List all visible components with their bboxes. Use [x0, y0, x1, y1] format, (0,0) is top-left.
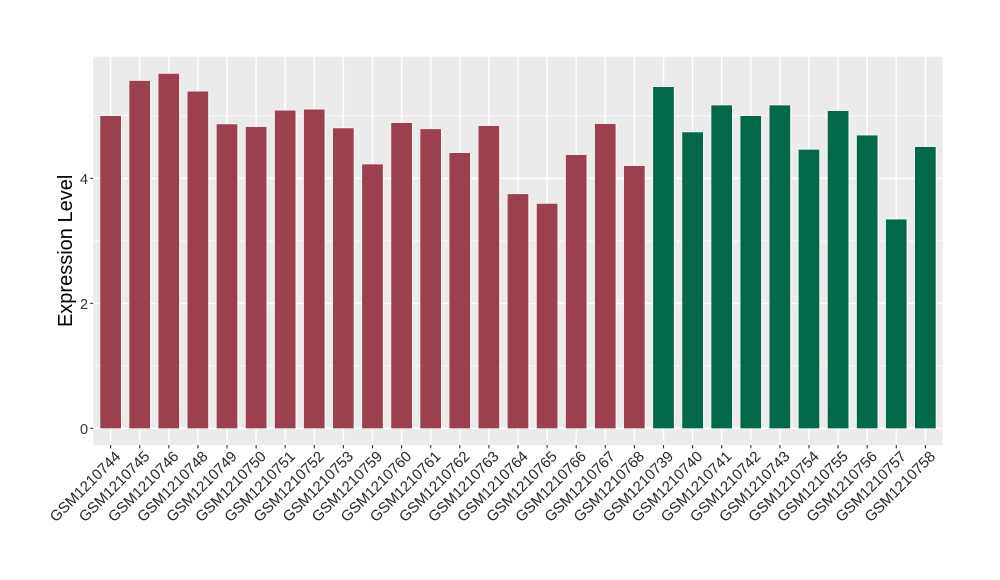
svg-text:Expression Level: Expression Level [55, 175, 77, 327]
svg-text:4: 4 [80, 172, 88, 188]
svg-text:0: 0 [80, 422, 88, 438]
svg-text:2: 2 [80, 297, 88, 313]
